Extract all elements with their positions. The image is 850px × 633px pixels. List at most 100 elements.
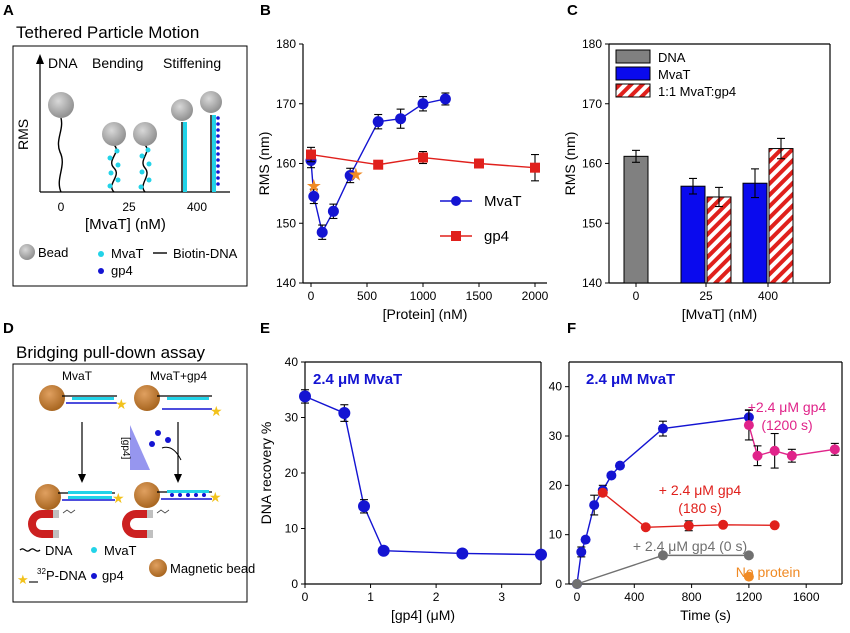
data-point: [451, 196, 461, 206]
y-tick-label: 160: [276, 157, 296, 171]
legend-dna-icon: [19, 548, 41, 552]
panel-c-letter: C: [567, 2, 578, 19]
legend-label: MvaT: [484, 193, 522, 210]
y-tick-label: 160: [582, 157, 602, 171]
annotation-label: 2.4 μM MvaT: [313, 371, 402, 388]
gp4-dot: [216, 122, 220, 126]
legend-mvat-label: MvaT: [111, 246, 144, 261]
bead-icon: [48, 92, 74, 118]
y-tick-label: 30: [285, 411, 299, 425]
panel-a-letter: A: [3, 2, 14, 19]
panel-a: A Tethered Particle Motion DNA RMS Bendi…: [3, 2, 248, 287]
y-axis-label: RMS (nm): [256, 132, 272, 196]
x-tick-label: 800: [682, 590, 702, 604]
data-point-star: ★: [348, 164, 364, 184]
legend-p32-sup: 32: [37, 567, 46, 576]
data-point: [640, 522, 651, 533]
legend-dna-label: DNA: [45, 543, 73, 558]
chart-c: 140 150 160 170 180 [MvaT] (nM) RMS (nm) 0 25 400…: [562, 37, 831, 322]
legend-label: gp4: [484, 228, 509, 245]
gp4-gradient-label: [gp4]: [120, 437, 131, 459]
legend-mvat-dot-d: [91, 547, 97, 553]
data-point: [769, 445, 780, 456]
data-point: [358, 500, 370, 513]
y-tick-label: 10: [285, 522, 299, 536]
data-point: [530, 162, 540, 173]
y-tick-label: 20: [285, 466, 299, 480]
y-tick-label: 180: [582, 37, 602, 51]
y-axis-label: DNA recovery %: [258, 422, 274, 525]
x-axis-label: Time (s): [680, 607, 731, 623]
panel-d-mvat-gp4-title: MvaT+gp4: [150, 369, 207, 383]
legend-bead-icon: [19, 244, 35, 260]
gp4-dot: [216, 116, 220, 120]
panel-a-y-arrow: [36, 54, 44, 64]
x-tick-label: 0: [308, 289, 315, 303]
legend-mvat-dot: [98, 251, 104, 257]
gp4-dot: [216, 152, 220, 156]
panel-b-letter: B: [260, 2, 271, 19]
panel-d: D Bridging pull-down assay MvaT MvaT+gp4…: [3, 320, 255, 603]
gp4-dot: [216, 128, 220, 132]
y-tick-label: 170: [582, 97, 602, 111]
panel-a-frame: [12, 45, 248, 287]
legend-label: DNA: [658, 50, 686, 65]
panel-d-mvat-title: MvaT: [62, 369, 93, 383]
legend-gp4-label-d: gp4: [102, 568, 124, 583]
legend-mvat-label-d: MvaT: [104, 543, 137, 558]
data-point: [743, 571, 754, 582]
y-tick-label: 10: [549, 528, 563, 542]
x-tick-label: 2: [433, 590, 440, 604]
data-point: [451, 231, 461, 241]
svg-text:★: ★: [112, 490, 125, 506]
x-axis-label: [Protein] (nM): [383, 306, 468, 322]
x-tick-label: 1500: [466, 289, 493, 303]
x-tick-label: 1: [367, 590, 374, 604]
data-point: [316, 226, 328, 238]
gp4-dot: [216, 182, 220, 186]
data-point: [308, 190, 320, 202]
data-point: [338, 407, 351, 420]
bar: [623, 155, 649, 284]
data-point: [743, 420, 754, 431]
data-point: [535, 548, 547, 561]
gp4-dot: [216, 170, 220, 174]
x-tick-label: 400: [624, 590, 644, 604]
y-tick-label: 20: [549, 478, 563, 492]
y-tick-label: 40: [285, 355, 299, 369]
x-tick-label: 1600: [793, 590, 820, 604]
data-point: [580, 534, 591, 545]
data-point: [418, 152, 428, 163]
gp4-dot: [216, 146, 220, 150]
particle-25b: [133, 122, 157, 193]
data-point: [572, 579, 582, 589]
legend-gp4-dot-d: [91, 573, 97, 579]
legend-star-icon: ★: [17, 572, 29, 587]
x-tick-label: 1200: [736, 590, 763, 604]
chart-e: 0 10 20 30 40 0 1 2 3 [gp4] (μM) DNA recovery % 2.4…: [258, 355, 547, 623]
chart-b: 140 150 160 170 180 0 500 1000 1500 2000 [Protein]…: [256, 37, 549, 322]
magnet-icon: [28, 510, 59, 538]
data-point: [614, 460, 625, 471]
legend-magnetic-label: Magnetic bead: [170, 561, 255, 576]
y-tick-label: 180: [276, 37, 296, 51]
data-point: [327, 205, 339, 217]
panel-a-tick-0: 0: [58, 200, 65, 214]
gp4-dot: [216, 140, 220, 144]
panel-d-title: Bridging pull-down assay: [16, 343, 205, 362]
gp4-dot: [216, 158, 220, 162]
panel-a-stiffening-label: Stiffening: [163, 55, 221, 71]
data-point-star: ★: [306, 176, 322, 196]
x-tick-label: 3: [498, 590, 505, 604]
particle-400b: [200, 91, 222, 192]
particle-25a: [102, 122, 126, 193]
bar: [768, 148, 794, 284]
data-point: [372, 116, 384, 128]
legend-gp4-label: gp4: [111, 263, 133, 278]
legend-p32-label: P-DNA: [46, 568, 87, 583]
data-point: [439, 93, 451, 105]
x-tick-label: 0: [574, 590, 581, 604]
data-point: [373, 159, 384, 170]
